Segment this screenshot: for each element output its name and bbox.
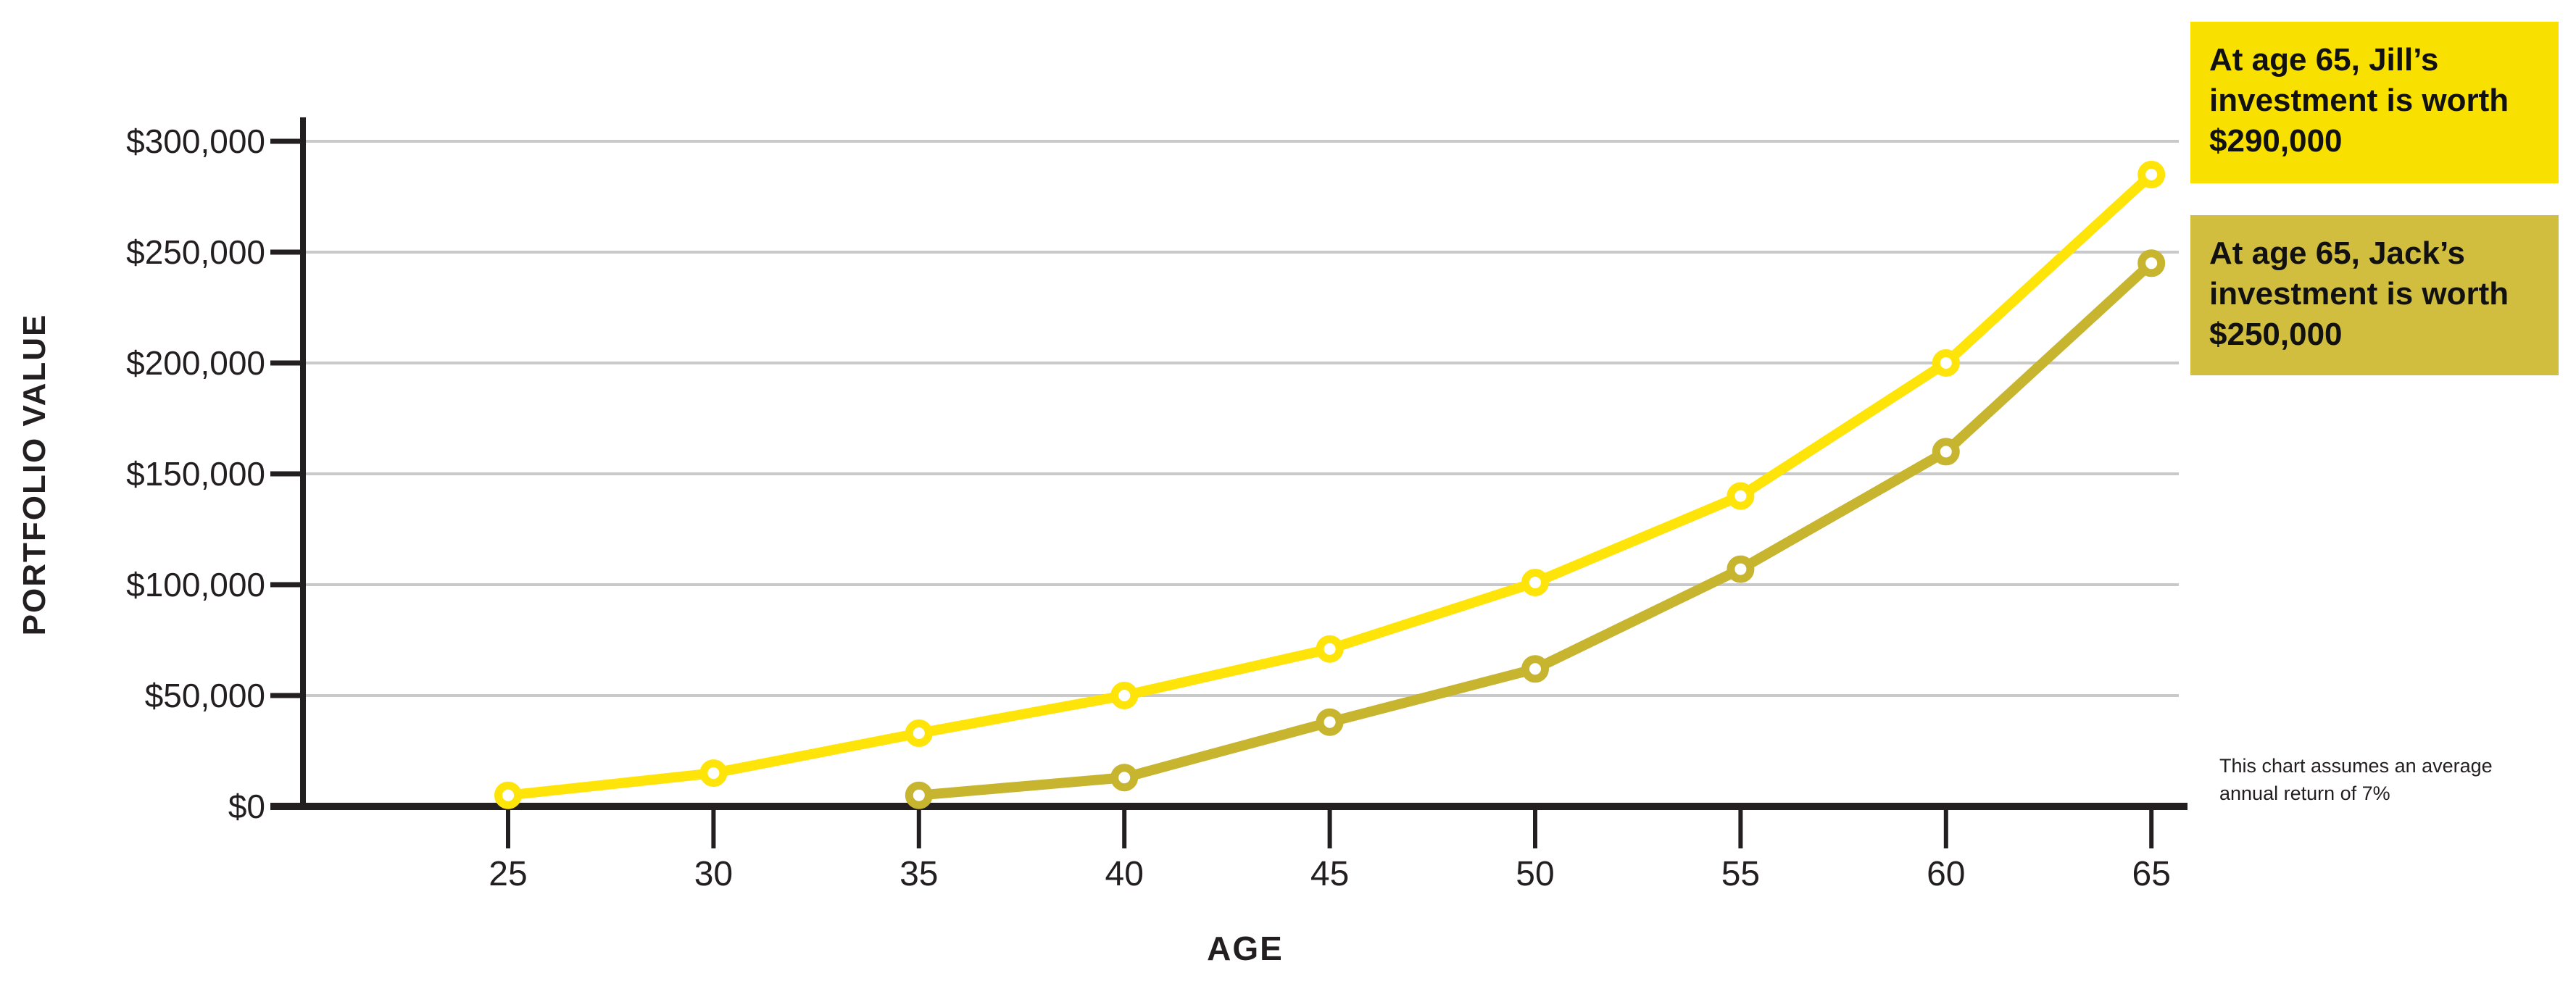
y-tick-label: $300,000 bbox=[126, 122, 265, 160]
x-tick-label: 65 bbox=[2132, 855, 2171, 893]
y-tick-label: $100,000 bbox=[126, 566, 265, 604]
x-tick-label: 35 bbox=[899, 855, 938, 893]
data-point-marker-jack bbox=[1521, 655, 1549, 683]
data-point-marker-jill bbox=[699, 759, 728, 788]
y-tick-label: $200,000 bbox=[126, 344, 265, 382]
x-tick-label: 50 bbox=[1516, 855, 1554, 893]
x-tick-label: 45 bbox=[1310, 855, 1349, 893]
series-line-jill bbox=[503, 169, 2157, 801]
x-tick-label: 60 bbox=[1927, 855, 1965, 893]
data-point-marker-jill bbox=[1110, 682, 1139, 709]
data-point-marker-jill bbox=[1521, 568, 1549, 596]
data-point-marker-jill bbox=[1727, 482, 1755, 510]
data-point-marker-jill bbox=[1316, 635, 1344, 663]
y-tick-label: $50,000 bbox=[145, 677, 265, 714]
x-tick-label: 25 bbox=[489, 855, 527, 893]
y-tick-label: $0 bbox=[228, 788, 265, 825]
x-tick-label: 40 bbox=[1105, 855, 1144, 893]
data-point-marker-jill bbox=[1932, 349, 1960, 377]
data-point-marker-jack bbox=[905, 781, 933, 809]
y-tick-label: $150,000 bbox=[126, 455, 265, 493]
x-axis-title: AGE bbox=[1207, 930, 1284, 967]
jack-result-callout: At age 65, Jack’s investment is worth $2… bbox=[2190, 215, 2559, 375]
x-tick-label: 30 bbox=[694, 855, 733, 893]
data-point-marker-jack bbox=[1316, 708, 1344, 736]
data-point-marker-jack bbox=[1727, 555, 1755, 583]
jill-result-callout: At age 65, Jill’s investment is worth $2… bbox=[2190, 22, 2559, 183]
data-point-marker-jill bbox=[2137, 160, 2166, 188]
x-tick-label: 55 bbox=[1721, 855, 1760, 893]
data-point-marker-jack bbox=[2137, 249, 2166, 277]
data-point-marker-jack bbox=[1932, 438, 1960, 466]
y-tick-label: $250,000 bbox=[126, 233, 265, 271]
y-axis-title: PORTFOLIO VALUE bbox=[17, 313, 52, 636]
return-assumption-note: This chart assumes an average annual ret… bbox=[2219, 755, 2493, 804]
data-point-marker-jill bbox=[905, 719, 933, 748]
data-point-marker-jack bbox=[1110, 764, 1139, 792]
data-point-marker-jill bbox=[494, 781, 522, 809]
